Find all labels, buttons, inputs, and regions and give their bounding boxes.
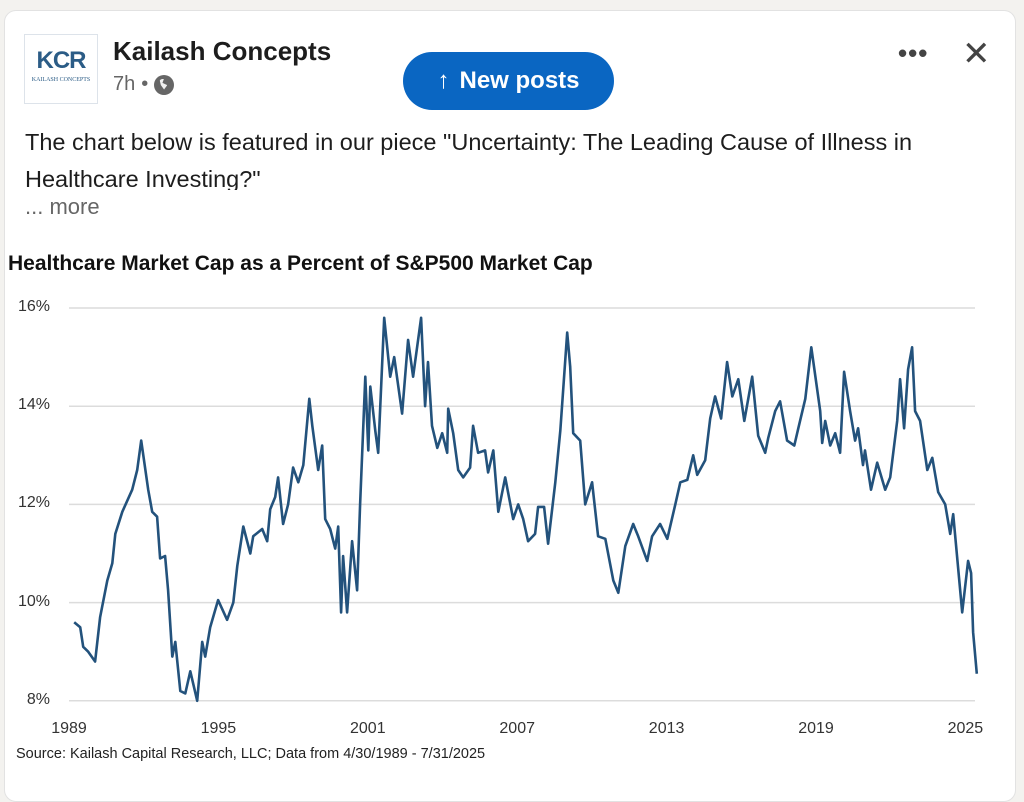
new-posts-label: New posts	[459, 67, 580, 94]
company-logo[interactable]: KCR KAILASH CONCEPTS	[24, 34, 98, 104]
x-tick-label: 2019	[798, 720, 834, 737]
y-tick-label: 12%	[17, 494, 50, 512]
x-tick-label: 1989	[51, 720, 87, 737]
chart-title: Healthcare Market Cap as a Percent of S&…	[8, 252, 593, 275]
post-time: 7h	[113, 73, 136, 95]
see-more-link[interactable]: ... more	[25, 194, 100, 219]
meta-separator: •	[141, 73, 149, 95]
x-tick-label: 1995	[200, 720, 237, 737]
y-tick-label: 16%	[17, 298, 50, 315]
post-meta: 7h •	[113, 73, 175, 96]
globe-icon	[154, 74, 175, 95]
logo-subtext: KAILASH CONCEPTS	[31, 77, 91, 83]
x-tick-label: 2025	[947, 720, 984, 737]
author-name[interactable]: Kailash Concepts	[113, 36, 332, 66]
x-tick-label: 2007	[499, 720, 535, 737]
x-tick-label: 2001	[350, 720, 386, 737]
arrow-up-icon: ↑	[437, 67, 450, 94]
series-line	[73, 316, 979, 703]
x-tick-label: 2013	[648, 720, 685, 737]
y-tick-label: 8%	[26, 690, 50, 708]
chart-source: Source: Kailash Capital Research, LLC; D…	[16, 746, 486, 762]
y-tick-label: 10%	[17, 592, 50, 610]
close-icon[interactable]: ✕	[962, 35, 991, 73]
new-posts-button[interactable]: ↑ New posts	[403, 52, 614, 110]
post-text: The chart below is featured in our piece…	[25, 129, 913, 190]
logo-text: KCR	[36, 47, 87, 74]
more-options-icon[interactable]: •••	[898, 38, 929, 68]
y-tick-label: 14%	[17, 396, 50, 414]
